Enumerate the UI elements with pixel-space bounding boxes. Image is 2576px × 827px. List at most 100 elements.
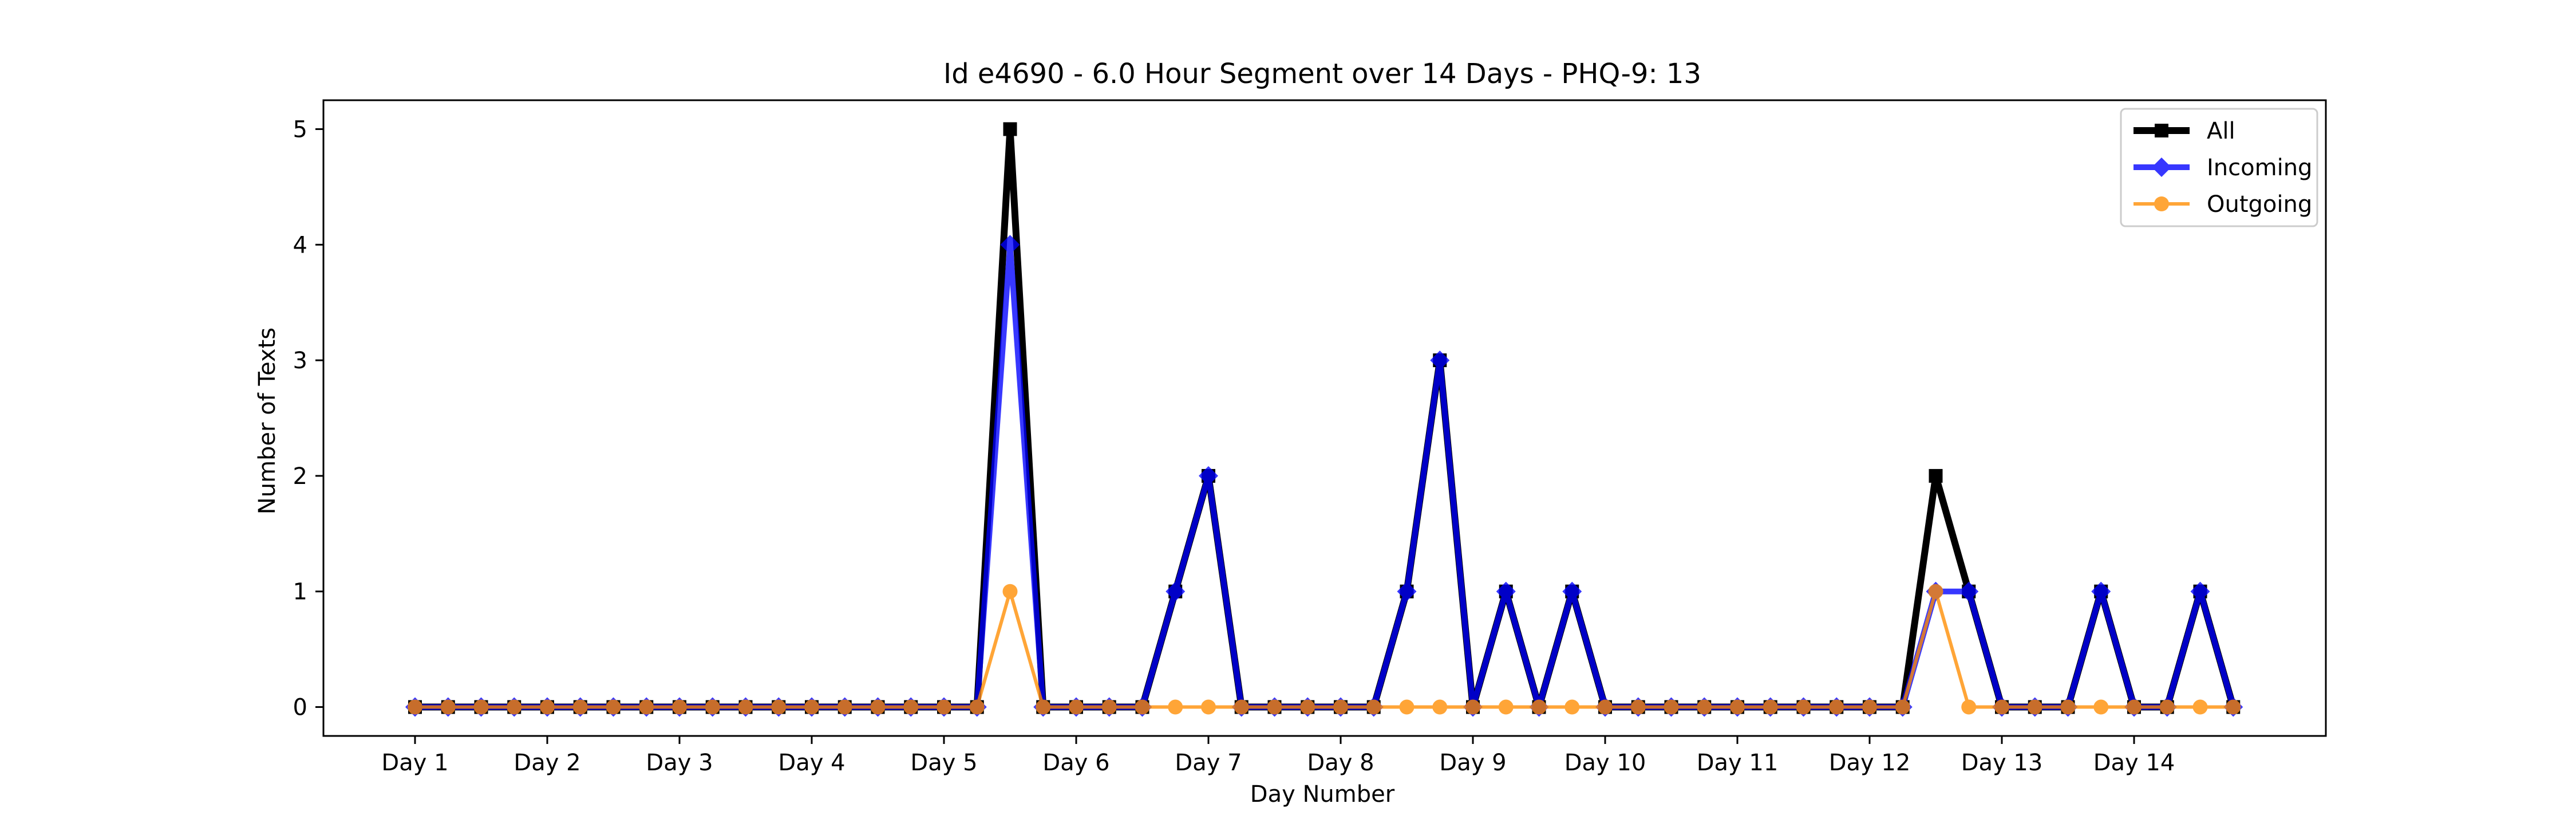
data-point-outgoing bbox=[2192, 699, 2208, 715]
data-point-outgoing bbox=[1994, 699, 2009, 715]
data-point-outgoing bbox=[1796, 699, 1811, 715]
data-point-outgoing bbox=[1333, 699, 1348, 715]
series-all bbox=[408, 122, 2241, 714]
plot-frame bbox=[322, 99, 2327, 737]
legend-label-incoming: Incoming bbox=[2207, 155, 2312, 181]
legend-box bbox=[2120, 108, 2318, 227]
x-tick-label: Day 2 bbox=[513, 750, 580, 776]
data-point-incoming bbox=[1496, 581, 1516, 601]
data-point-incoming bbox=[1430, 351, 1450, 371]
data-point-outgoing bbox=[1598, 699, 1613, 715]
data-point-outgoing bbox=[1234, 699, 1249, 715]
data-point-outgoing bbox=[1300, 699, 1315, 715]
y-tick-label: 0 bbox=[293, 695, 307, 721]
data-point-outgoing bbox=[408, 699, 422, 715]
data-point-incoming bbox=[1562, 581, 1582, 601]
data-point-outgoing bbox=[1829, 699, 1844, 715]
legend-marker-outgoing bbox=[2154, 196, 2169, 211]
data-point-outgoing bbox=[1201, 699, 1216, 715]
y-tick-label: 5 bbox=[293, 116, 307, 143]
data-point-outgoing bbox=[507, 699, 522, 715]
data-point-outgoing bbox=[1366, 699, 1381, 715]
data-point-outgoing bbox=[1036, 699, 1051, 715]
data-point-outgoing bbox=[1399, 699, 1415, 715]
series-outgoing bbox=[408, 584, 2241, 715]
data-point-outgoing bbox=[440, 699, 456, 715]
series-line-outgoing bbox=[413, 589, 2235, 709]
data-point-outgoing bbox=[2093, 699, 2109, 715]
data-point-outgoing bbox=[639, 699, 654, 715]
data-point-outgoing bbox=[1564, 699, 1580, 715]
data-point-outgoing bbox=[1763, 699, 1778, 715]
data-point-outgoing bbox=[1267, 699, 1282, 715]
data-point-outgoing bbox=[2060, 699, 2076, 715]
x-tick-label: Day 6 bbox=[1042, 750, 1109, 776]
data-point-outgoing bbox=[572, 699, 588, 715]
data-point-outgoing bbox=[1862, 699, 1877, 715]
data-point-outgoing bbox=[672, 699, 687, 715]
y-tick-label: 2 bbox=[293, 463, 307, 490]
axes-layer: Day 1 Day 2 Day 3 Day 4 Day 5 Day 6 Day 7 Day 8… bbox=[293, 99, 2327, 776]
data-point-outgoing bbox=[1730, 699, 1745, 715]
data-point-outgoing bbox=[1961, 699, 1977, 715]
x-tick-label: Day 5 bbox=[910, 750, 977, 776]
x-tick-label: Day 4 bbox=[778, 750, 845, 776]
data-point-outgoing bbox=[606, 699, 621, 715]
data-point-outgoing bbox=[969, 699, 985, 715]
x-tick-label: Day 3 bbox=[646, 750, 713, 776]
data-point-incoming bbox=[1397, 581, 1417, 601]
data-point-outgoing bbox=[738, 699, 753, 715]
data-point-outgoing bbox=[2226, 699, 2241, 715]
data-point-outgoing bbox=[837, 699, 852, 715]
data-point-outgoing bbox=[1135, 699, 1150, 715]
x-tick-label: Day 1 bbox=[381, 750, 448, 776]
x-tick-label: Day 11 bbox=[1697, 750, 1779, 776]
data-point-outgoing bbox=[1531, 699, 1547, 715]
data-point-all bbox=[1929, 468, 1943, 483]
data-point-outgoing bbox=[1895, 699, 1910, 715]
data-point-outgoing bbox=[870, 699, 886, 715]
data-point-outgoing bbox=[473, 699, 489, 715]
legend-marker-incoming bbox=[2152, 157, 2171, 177]
data-point-outgoing bbox=[1432, 699, 1448, 715]
y-tick-label: 1 bbox=[293, 579, 307, 605]
data-point-outgoing bbox=[771, 699, 787, 715]
data-point-outgoing bbox=[937, 699, 951, 715]
legend-marker-all bbox=[2155, 124, 2168, 137]
data-point-outgoing bbox=[1101, 699, 1117, 715]
x-tick-label: Day 9 bbox=[1439, 750, 1506, 776]
x-tick-label: Day 8 bbox=[1307, 750, 1374, 776]
data-point-outgoing bbox=[2159, 699, 2175, 715]
data-point-incoming bbox=[1959, 581, 1979, 601]
y-axis-label: Number of Texts bbox=[254, 328, 280, 514]
data-point-outgoing bbox=[2127, 699, 2142, 715]
data-point-incoming bbox=[2091, 581, 2111, 601]
data-point-all bbox=[1003, 122, 1017, 136]
data-point-outgoing bbox=[1630, 699, 1646, 715]
legend-label-outgoing: Outgoing bbox=[2207, 191, 2312, 218]
data-point-outgoing bbox=[2027, 699, 2042, 715]
data-point-outgoing bbox=[1928, 584, 1943, 599]
legend: All Incoming Outgoing bbox=[2120, 108, 2318, 227]
y-tick-label: 4 bbox=[293, 232, 307, 258]
series-line-incoming bbox=[412, 242, 2237, 710]
x-tick-label: Day 10 bbox=[1564, 750, 1646, 776]
x-axis-label: Day Number bbox=[1250, 781, 1395, 808]
series-incoming bbox=[405, 235, 2243, 717]
data-point-incoming bbox=[1199, 466, 1218, 486]
y-tick-label: 3 bbox=[293, 348, 307, 374]
data-point-outgoing bbox=[1465, 699, 1480, 715]
data-point-incoming bbox=[1000, 235, 1020, 255]
data-point-incoming bbox=[1165, 581, 1186, 601]
legend-item-all bbox=[2134, 124, 2190, 137]
data-point-outgoing bbox=[1697, 699, 1712, 715]
legend-item-outgoing bbox=[2134, 196, 2190, 211]
data-point-outgoing bbox=[1002, 584, 1018, 599]
data-point-outgoing bbox=[540, 699, 555, 715]
legend-item-incoming bbox=[2134, 157, 2190, 177]
x-tick-label: Day 13 bbox=[1961, 750, 2043, 776]
data-point-outgoing bbox=[903, 699, 919, 715]
data-point-outgoing bbox=[1168, 699, 1183, 715]
